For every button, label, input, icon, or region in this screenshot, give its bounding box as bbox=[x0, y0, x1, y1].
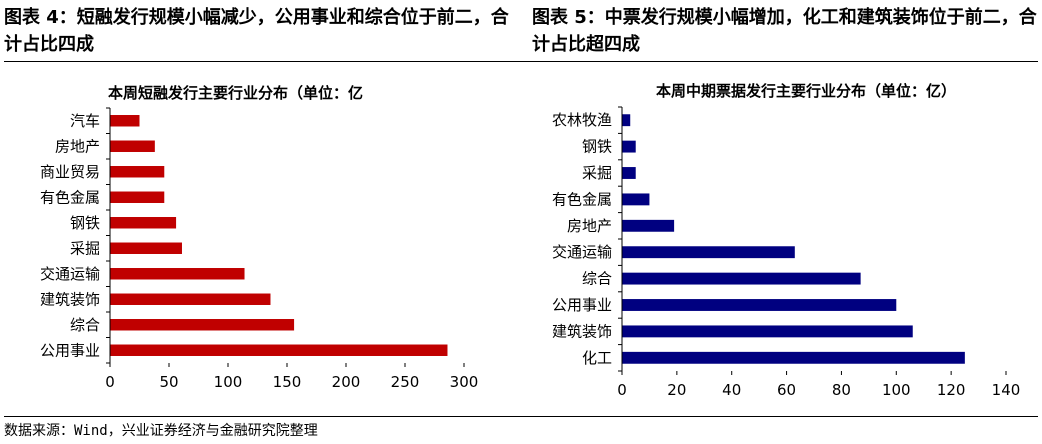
category-label: 房地产 bbox=[567, 217, 612, 235]
category-label: 有色金属 bbox=[552, 190, 612, 208]
x-tick-label: 60 bbox=[777, 381, 796, 399]
x-tick-label: 0 bbox=[105, 373, 115, 391]
category-label: 采掘 bbox=[70, 239, 100, 257]
bar bbox=[622, 167, 636, 179]
short-term-financing-chart: 本周短融发行主要行业分布（单位：亿 汽车房地产商业贸易有色金属钢铁采掘交通运输建筑… bbox=[4, 66, 516, 412]
category-label: 商业贸易 bbox=[40, 163, 100, 181]
x-tick-label: 80 bbox=[832, 381, 851, 399]
category-label: 综合 bbox=[582, 270, 612, 288]
bar bbox=[110, 319, 295, 331]
category-label: 交通运输 bbox=[552, 243, 612, 261]
x-tick-label: 120 bbox=[937, 381, 966, 399]
x-tick-label: 300 bbox=[450, 373, 479, 391]
medium-term-notes-svg: 本周中期票据发行主要行业分布（单位：亿） 农林牧渔钢铁采掘有色金属房地产交通运输综… bbox=[552, 82, 1021, 399]
chart-title: 本周中期票据发行主要行业分布（单位：亿） bbox=[656, 82, 956, 100]
category-label: 有色金属 bbox=[40, 188, 100, 206]
bar bbox=[110, 242, 182, 254]
medium-term-notes-chart: 本周中期票据发行主要行业分布（单位：亿） 农林牧渔钢铁采掘有色金属房地产交通运输综… bbox=[530, 66, 1038, 412]
bar bbox=[110, 115, 140, 127]
category-label: 公用事业 bbox=[40, 341, 100, 359]
x-tick-label: 20 bbox=[667, 381, 686, 399]
bar bbox=[110, 166, 165, 178]
x-tick-label: 0 bbox=[617, 381, 627, 399]
category-label: 建筑装饰 bbox=[552, 322, 612, 340]
bar bbox=[622, 325, 913, 338]
bar bbox=[622, 246, 795, 259]
category-label: 农林牧渔 bbox=[552, 111, 612, 129]
chart-title: 本周短融发行主要行业分布（单位：亿 bbox=[108, 84, 363, 102]
category-label: 汽车 bbox=[70, 112, 100, 130]
x-tick-label: 100 bbox=[214, 373, 243, 391]
category-label: 房地产 bbox=[55, 137, 100, 155]
x-tick-label: 250 bbox=[391, 373, 420, 391]
bar bbox=[622, 114, 631, 127]
category-label: 建筑装饰 bbox=[40, 290, 100, 308]
x-tick-label: 200 bbox=[332, 373, 361, 391]
source-note: 数据来源：Wind，兴业证券经济与金融研究院整理 bbox=[4, 423, 318, 439]
x-tick-label: 100 bbox=[882, 381, 911, 399]
bar bbox=[622, 219, 675, 232]
category-label: 钢铁 bbox=[582, 138, 612, 156]
caption-divider bbox=[4, 61, 1038, 62]
category-label: 公用事业 bbox=[552, 296, 612, 314]
bar bbox=[622, 193, 650, 206]
figure-4-caption: 图表 4：短融发行规模小幅减少，公用事业和综合位于前二，合计占比四成 bbox=[4, 7, 509, 55]
bar bbox=[622, 299, 897, 311]
category-label: 钢铁 bbox=[70, 214, 100, 232]
bar bbox=[110, 191, 165, 203]
source-divider bbox=[4, 416, 1038, 417]
bar bbox=[622, 140, 636, 153]
x-tick-label: 50 bbox=[159, 373, 178, 391]
category-label: 采掘 bbox=[582, 164, 612, 182]
bar bbox=[110, 140, 155, 152]
bar bbox=[622, 272, 861, 285]
bar bbox=[110, 217, 177, 229]
x-tick-label: 40 bbox=[722, 381, 741, 399]
short-term-financing-svg: 本周短融发行主要行业分布（单位：亿汽车房地产商业贸易有色金属钢铁采掘交通运输建筑… bbox=[40, 84, 479, 391]
bar bbox=[110, 268, 245, 280]
bar bbox=[622, 351, 965, 364]
x-tick-label: 150 bbox=[273, 373, 302, 391]
figure-5-caption: 图表 5：中票发行规模小幅增加，化工和建筑装饰位于前二，合计占比超四成 bbox=[532, 7, 1037, 55]
category-label: 综合 bbox=[70, 316, 100, 334]
bar bbox=[110, 344, 448, 356]
category-label: 化工 bbox=[582, 349, 612, 367]
category-label: 交通运输 bbox=[40, 265, 100, 283]
bar bbox=[110, 293, 271, 305]
x-tick-label: 140 bbox=[992, 381, 1021, 399]
